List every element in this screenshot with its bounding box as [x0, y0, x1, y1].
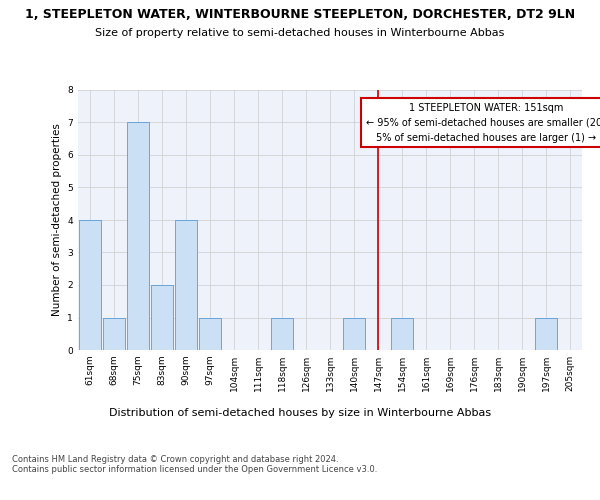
Bar — [271, 318, 293, 350]
Bar — [199, 318, 221, 350]
Text: Distribution of semi-detached houses by size in Winterbourne Abbas: Distribution of semi-detached houses by … — [109, 408, 491, 418]
Text: 1, STEEPLETON WATER, WINTERBOURNE STEEPLETON, DORCHESTER, DT2 9LN: 1, STEEPLETON WATER, WINTERBOURNE STEEPL… — [25, 8, 575, 20]
Bar — [343, 318, 365, 350]
Bar — [391, 318, 413, 350]
Text: Size of property relative to semi-detached houses in Winterbourne Abbas: Size of property relative to semi-detach… — [95, 28, 505, 38]
Bar — [175, 220, 197, 350]
Bar — [79, 220, 101, 350]
Bar — [151, 285, 173, 350]
Bar — [127, 122, 149, 350]
Bar — [535, 318, 557, 350]
Bar — [103, 318, 125, 350]
Text: 1 STEEPLETON WATER: 151sqm
← 95% of semi-detached houses are smaller (20)
5% of : 1 STEEPLETON WATER: 151sqm ← 95% of semi… — [366, 103, 600, 142]
Text: Contains HM Land Registry data © Crown copyright and database right 2024.
Contai: Contains HM Land Registry data © Crown c… — [12, 455, 377, 474]
Y-axis label: Number of semi-detached properties: Number of semi-detached properties — [52, 124, 62, 316]
